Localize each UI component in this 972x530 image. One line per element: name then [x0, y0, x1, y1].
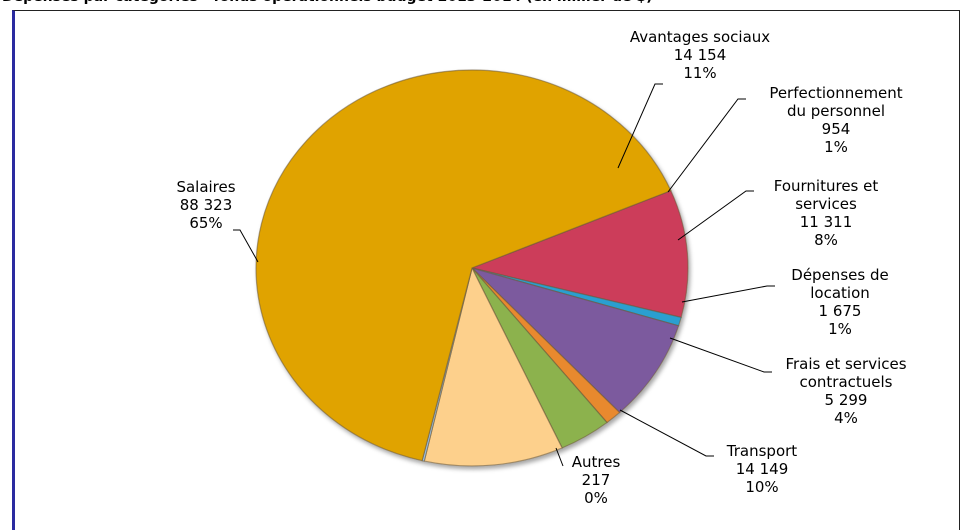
slice-percent-autres: 0%	[584, 489, 608, 507]
slice-name-frais-contractuels: Frais et services	[785, 355, 906, 373]
slice-label-depenses-location: Dépenses de location 1 675 1%	[791, 266, 888, 338]
pie-slice-salaires	[255, 69, 672, 462]
slice-name-perfectionnement: du personnel	[787, 102, 885, 120]
leader-line-avantages-sociaux	[617, 83, 663, 169]
slice-percent-transport: 10%	[745, 478, 778, 496]
slice-label-transport: Transport 14 149 10%	[726, 442, 798, 496]
slice-value-perfectionnement: 954	[822, 120, 851, 138]
leader-line-transport	[619, 409, 714, 457]
leader-line-autres	[555, 447, 564, 467]
slice-name-perfectionnement: Perfectionnement	[769, 84, 902, 102]
slice-name-depenses-location: Dépenses de	[791, 266, 888, 284]
slice-value-autres: 217	[582, 471, 611, 489]
slice-name-avantages-sociaux: Avantages sociaux	[630, 28, 770, 46]
slice-label-autres: Autres 217 0%	[572, 453, 621, 507]
slice-label-salaires: Salaires 88 323 65%	[176, 178, 235, 232]
pie-slice-fournitures	[471, 267, 680, 414]
slice-value-transport: 14 149	[736, 460, 789, 478]
slice-percent-frais-contractuels: 4%	[834, 409, 858, 427]
slice-name-autres: Autres	[572, 453, 621, 471]
slice-value-depenses-location: 1 675	[819, 302, 862, 320]
slice-name-frais-contractuels: contractuels	[799, 373, 892, 391]
leader-line-depenses-location	[681, 285, 775, 303]
pie-chart: Avantages sociaux 14 154 11%Perfectionneme…	[176, 28, 906, 507]
chart-title: Dépenses par catégories - fonds opératio…	[2, 0, 970, 9]
slice-name-fournitures: services	[795, 195, 857, 213]
slice-label-frais-contractuels: Frais et services contractuels 5 299 4%	[785, 355, 906, 427]
slice-percent-fournitures: 8%	[814, 231, 838, 249]
slice-percent-salaires: 65%	[189, 214, 222, 232]
chart-frame	[12, 10, 960, 530]
slice-value-frais-contractuels: 5 299	[825, 391, 868, 409]
slice-percent-depenses-location: 1%	[828, 320, 852, 338]
slice-name-fournitures: Fournitures et	[774, 177, 879, 195]
slice-value-fournitures: 11 311	[800, 213, 853, 231]
pie-slice-avantages-sociaux	[469, 189, 689, 319]
slice-label-avantages-sociaux: Avantages sociaux 14 154 11%	[630, 28, 770, 82]
slice-value-salaires: 88 323	[180, 196, 233, 214]
slice-percent-avantages-sociaux: 11%	[683, 64, 716, 82]
slice-label-fournitures: Fournitures et services 11 311 8%	[774, 177, 879, 249]
leader-line-salaires	[233, 229, 259, 263]
leader-line-frais-contractuels	[669, 337, 772, 373]
slice-name-salaires: Salaires	[176, 178, 235, 196]
slice-name-transport: Transport	[726, 442, 798, 460]
pie-slice-transport	[423, 266, 563, 467]
slice-label-perfectionnement: Perfectionnement du personnel 954 1%	[769, 84, 902, 156]
slice-value-avantages-sociaux: 14 154	[674, 46, 727, 64]
slice-name-depenses-location: location	[810, 284, 870, 302]
leader-line-perfectionnement	[667, 98, 746, 193]
slice-percent-perfectionnement: 1%	[824, 138, 848, 156]
leader-line-fournitures	[677, 190, 754, 241]
